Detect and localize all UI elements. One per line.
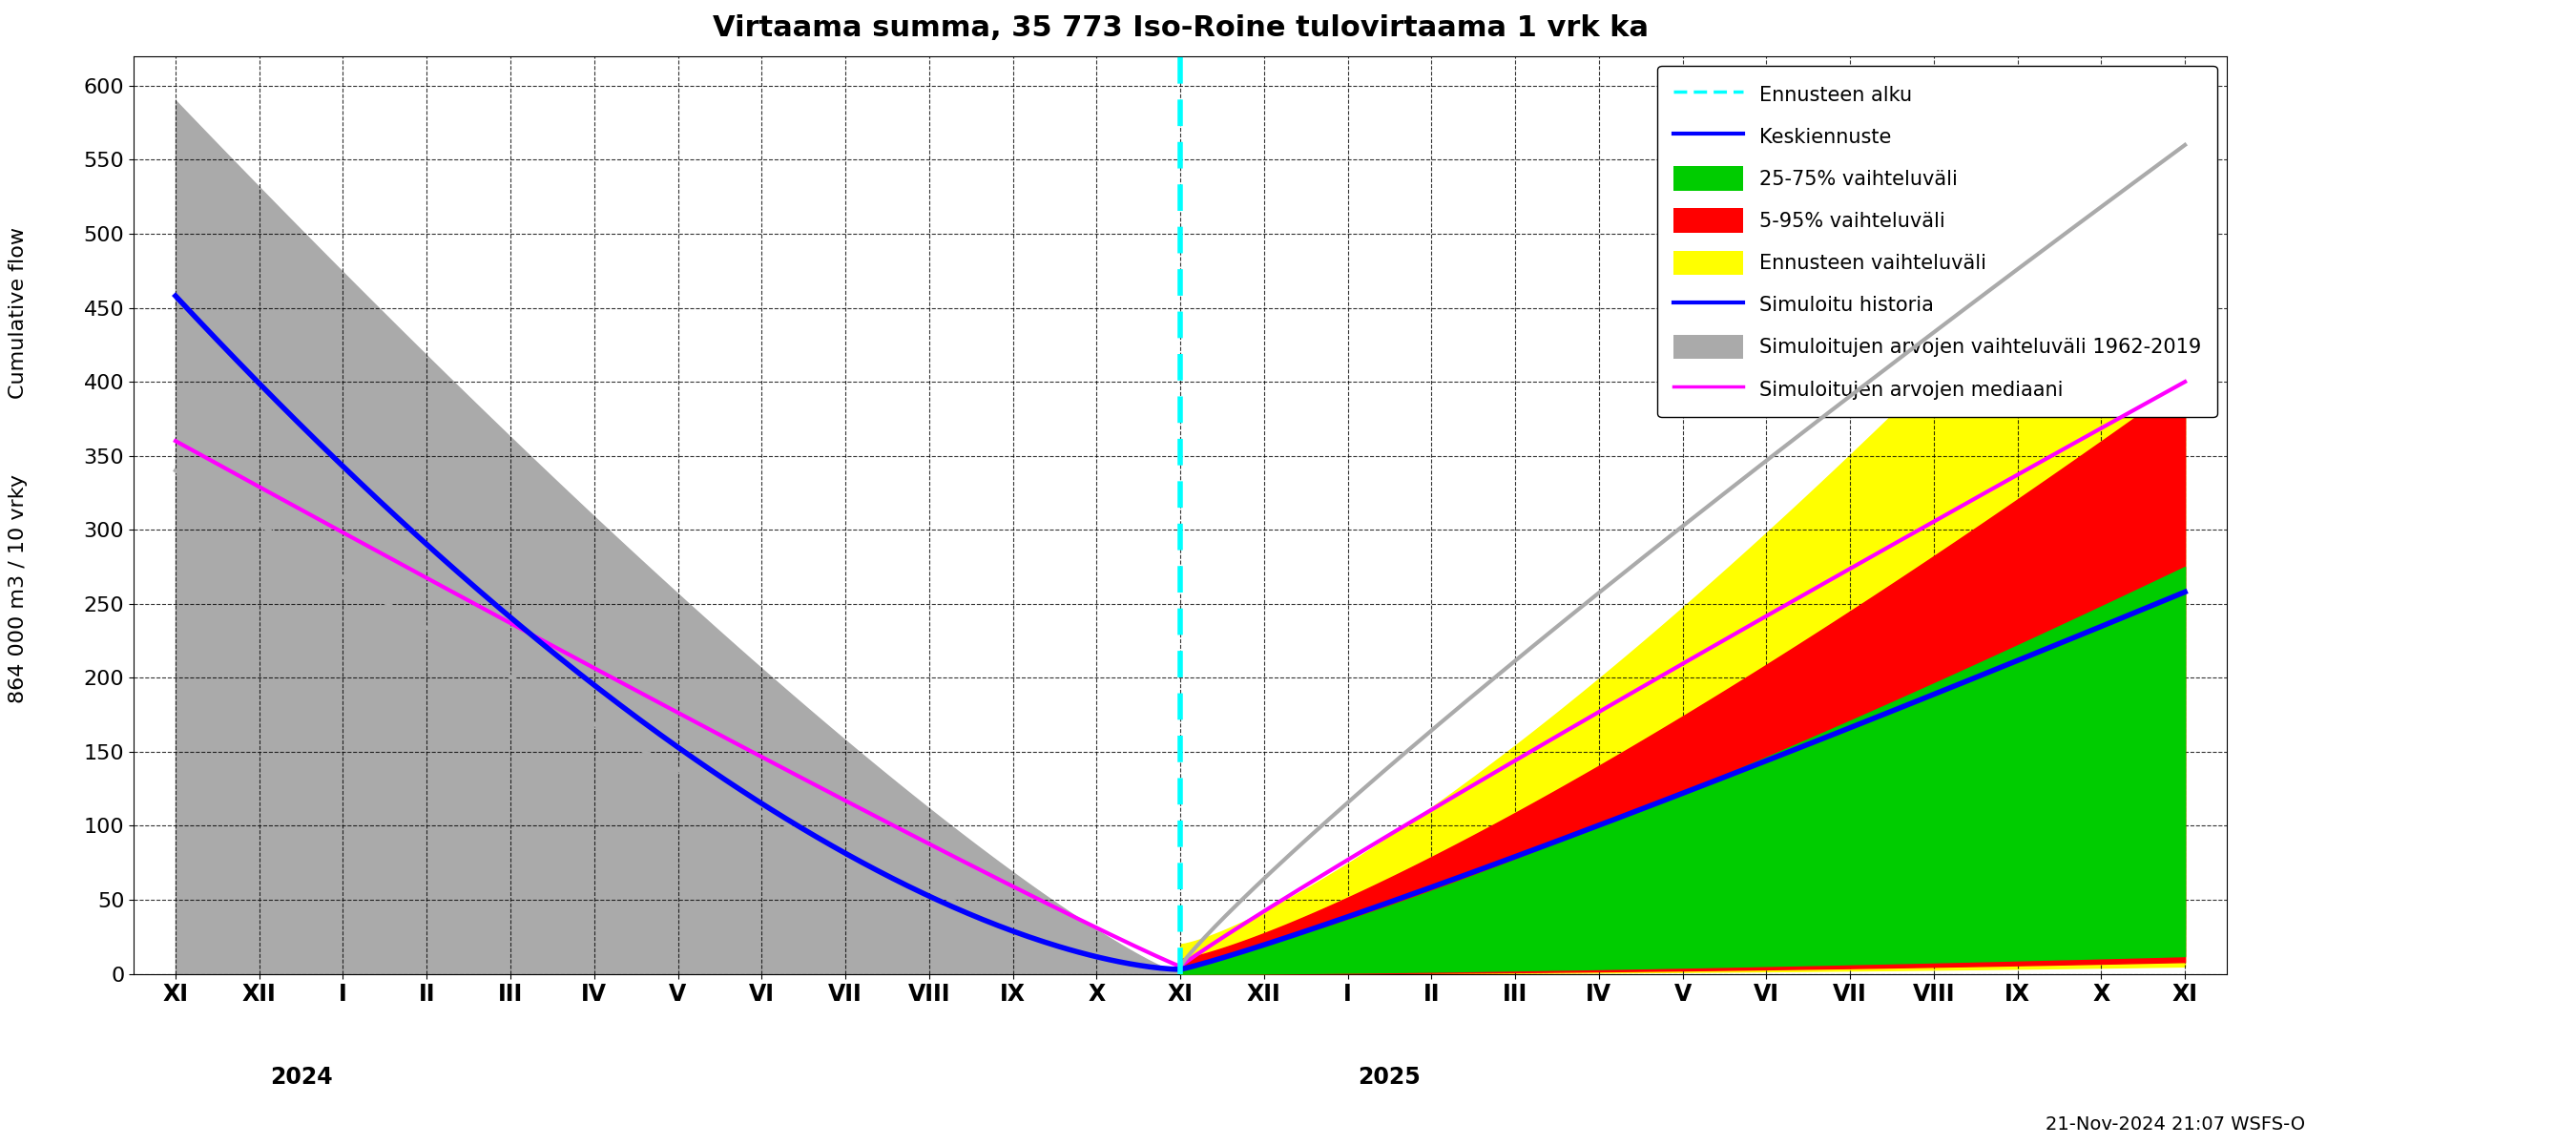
Text: 2024: 2024 (270, 1066, 332, 1089)
Text: Cumulative flow: Cumulative flow (8, 227, 28, 398)
Text: 2025: 2025 (1358, 1066, 1422, 1089)
Text: 864 000 m3 / 10 vrky: 864 000 m3 / 10 vrky (8, 474, 28, 703)
Title: Virtaama summa, 35 773 Iso-Roine tulovirtaama 1 vrk ka: Virtaama summa, 35 773 Iso-Roine tulovir… (711, 14, 1649, 42)
Text: 21-Nov-2024 21:07 WSFS-O: 21-Nov-2024 21:07 WSFS-O (2045, 1115, 2306, 1134)
Legend: Ennusteen alku, Keskiennuste, 25-75% vaihteluväli, 5-95% vaihteluväli, Ennusteen: Ennusteen alku, Keskiennuste, 25-75% vai… (1656, 66, 2218, 417)
